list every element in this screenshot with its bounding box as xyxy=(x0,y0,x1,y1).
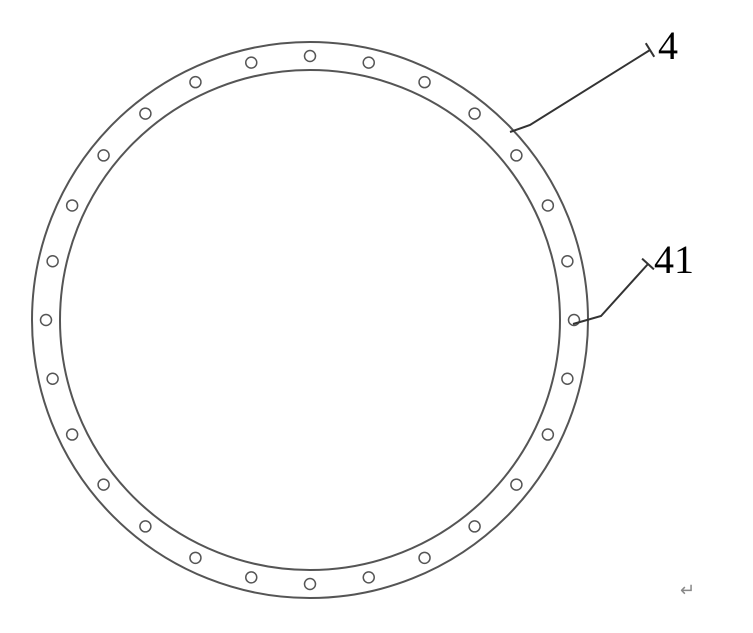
label-ring: 4 xyxy=(658,22,678,69)
footnote-symbol: ↵ xyxy=(680,580,695,601)
label-hole: 41 xyxy=(654,236,694,283)
flange-diagram xyxy=(0,0,753,633)
